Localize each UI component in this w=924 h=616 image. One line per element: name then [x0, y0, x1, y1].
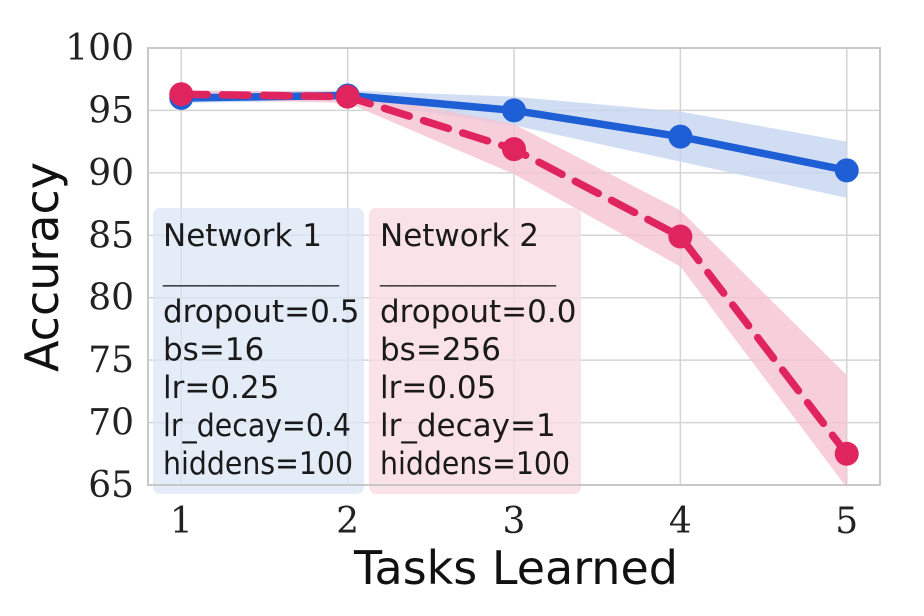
network-1-lr-decay: lr_decay=0.4 — [163, 408, 351, 444]
series-2-point-5 — [834, 441, 859, 466]
network-1-lr: lr=0.25 — [163, 370, 279, 406]
x-tick-label-5: 5 — [835, 501, 858, 542]
y-tick-label-65: 65 — [88, 465, 134, 506]
y-tick-label-70: 70 — [88, 403, 134, 444]
series-2-point-4 — [668, 224, 693, 249]
series-2-point-1 — [169, 82, 194, 107]
series-1-point-3 — [502, 98, 526, 123]
plot-border — [147, 47, 881, 486]
x-tick-label-4: 4 — [669, 501, 692, 542]
network-2-title: Network 2 — [380, 218, 539, 254]
x-tick-label-2: 2 — [336, 501, 359, 542]
y-tick-label-75: 75 — [88, 340, 134, 381]
network-1-separator: _______________ — [162, 265, 340, 287]
series-1-point-4 — [668, 124, 693, 149]
tick-labels: 65 70 75 80 85 90 95 100 1 2 3 4 5 — [65, 28, 858, 542]
network-boxes: Network 1 _______________ dropout=0.5 bs… — [153, 208, 581, 494]
series-2-band — [181, 90, 847, 488]
y-tick-label-95: 95 — [88, 90, 134, 131]
y-tick-label-90: 90 — [88, 153, 134, 194]
network-2-lr-decay: lr_decay=1 — [380, 408, 556, 444]
series-2-point-2 — [335, 84, 360, 109]
y-axis-label: Accuracy — [15, 162, 69, 372]
series-2-point-3 — [502, 137, 526, 162]
network-2-lr: lr=0.05 — [380, 370, 496, 406]
network-2-separator: _______________ — [379, 265, 557, 287]
network-1-hiddens: hiddens=100 — [163, 446, 353, 482]
network-2-bs: bs=256 — [380, 332, 501, 368]
plot-frame — [147, 47, 881, 486]
y-tick-label-85: 85 — [88, 215, 134, 256]
confidence-bands — [181, 90, 847, 488]
network-2-hiddens: hiddens=100 — [380, 446, 570, 482]
y-tick-label-100: 100 — [65, 28, 134, 69]
x-tick-label-1: 1 — [170, 501, 193, 542]
y-tick-label-80: 80 — [88, 278, 134, 319]
network-1-bs: bs=16 — [163, 332, 264, 368]
network-1-box — [153, 208, 364, 494]
series-markers — [169, 82, 859, 466]
network-2-box — [369, 208, 581, 494]
x-tick-label-3: 3 — [503, 501, 526, 542]
network-1-dropout: dropout=0.5 — [163, 294, 359, 330]
series-1-band — [181, 90, 847, 198]
series-1-point-5 — [834, 158, 859, 183]
x-axis-label: Tasks Learned — [353, 541, 678, 595]
network-2-dropout: dropout=0.0 — [380, 294, 576, 330]
network-1-title: Network 1 — [163, 218, 322, 254]
